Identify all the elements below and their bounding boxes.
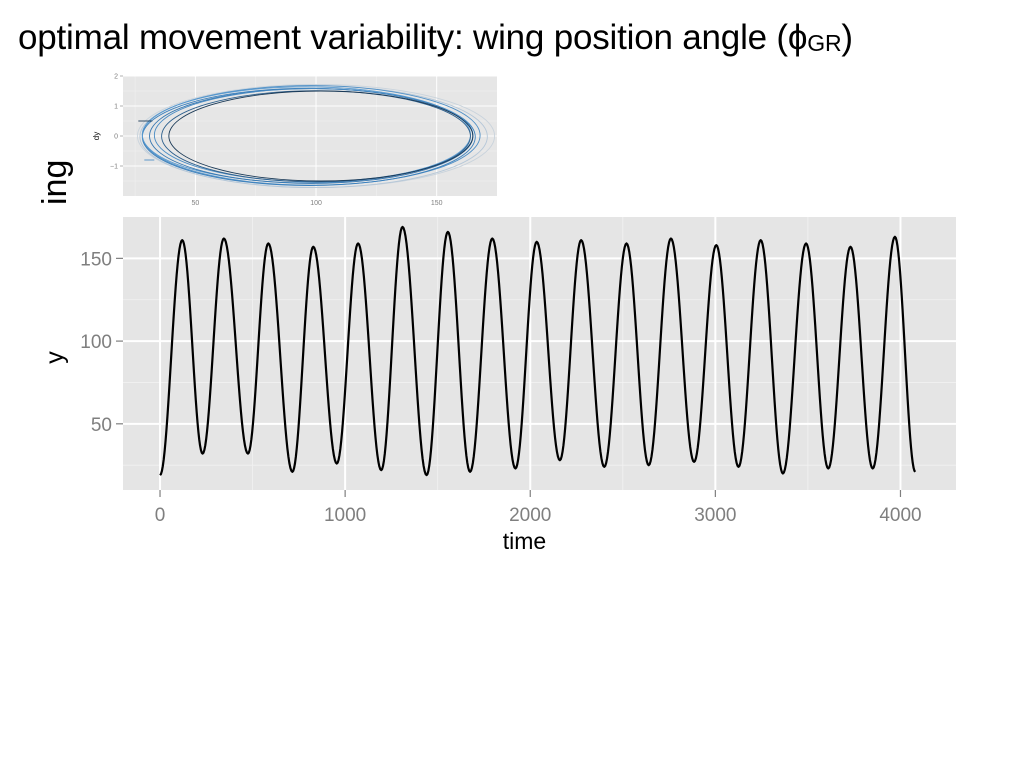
main-y-tick-label: 50 xyxy=(91,415,112,436)
main-x-tick-label: 0 xyxy=(155,505,166,526)
slide-title: optimal movement variability: wing posit… xyxy=(18,18,853,58)
title-subscript: GR xyxy=(807,30,842,56)
small-loops-group xyxy=(137,83,496,189)
trajectory-loop xyxy=(168,90,474,182)
main-x-tick-label: 2000 xyxy=(509,505,551,526)
time-series-chart: 50 100 150 0 1000 2000 3000 4000 time y xyxy=(41,217,956,554)
title-close: ) xyxy=(841,18,853,57)
phase-portrait-chart: −1 0 1 2 50 100 150 dy xyxy=(92,74,497,207)
small-y-tick-label: 2 xyxy=(114,74,118,81)
small-y-tick-label: −1 xyxy=(110,164,118,171)
main-x-axis-label: time xyxy=(503,528,546,554)
main-y-tick-label: 150 xyxy=(80,249,112,270)
main-y-tick-label: 100 xyxy=(80,332,112,353)
main-x-tick-label: 4000 xyxy=(879,505,921,526)
small-y-tick-label: 1 xyxy=(114,104,118,111)
small-x-tick-label: 100 xyxy=(310,200,322,207)
main-x-tick-label: 3000 xyxy=(694,505,736,526)
small-x-tick-label: 50 xyxy=(191,200,199,207)
main-x-tick-label: 1000 xyxy=(324,505,366,526)
small-y-axis-label: dy xyxy=(92,132,101,140)
small-y-tick-label: 0 xyxy=(114,134,118,141)
series-line xyxy=(159,225,917,477)
small-x-tick-label: 150 xyxy=(431,200,443,207)
title-text: optimal movement variability: wing posit… xyxy=(18,18,788,57)
main-y-axis-label: y xyxy=(41,351,69,364)
phi-symbol: ϕ xyxy=(787,18,808,57)
